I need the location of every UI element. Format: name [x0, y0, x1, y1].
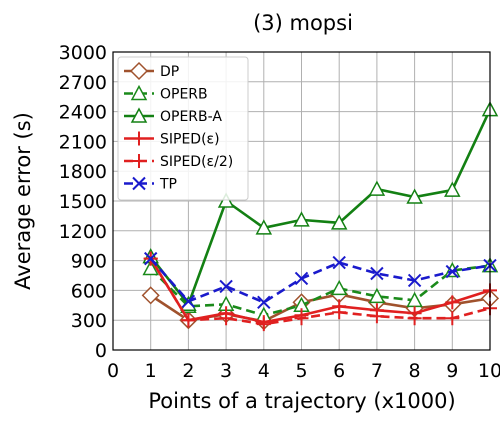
legend-entry: OPERB-A: [124, 109, 222, 125]
x-tick-label: 9: [446, 360, 458, 382]
legend-label: OPERB: [160, 87, 208, 103]
series-0: [143, 286, 498, 329]
data-point: [370, 182, 384, 195]
y-tick-labels: 0 300 600 900 1200 1500 1800 2100 2400 2700 3000: [59, 42, 107, 362]
x-tick-labels: 0 1 2 3 4 5 6 7 8 9 10: [107, 360, 500, 382]
x-tick-label: 7: [371, 360, 383, 382]
y-tick-label: 0: [95, 340, 107, 362]
data-point: [143, 287, 159, 303]
y-tick-label: 2100: [59, 131, 107, 153]
y-tick-label: 3000: [59, 42, 107, 64]
x-tick-label: 6: [333, 360, 345, 382]
data-point: [445, 311, 459, 325]
x-tick-label: 4: [258, 360, 270, 382]
y-tick-label: 600: [71, 280, 107, 302]
legend-label: DP: [160, 64, 179, 80]
legend-label: SIPED(ε): [160, 132, 220, 148]
x-tick-label: 8: [409, 360, 421, 382]
x-tick-label: 1: [145, 360, 157, 382]
data-point: [445, 183, 459, 196]
y-tick-label: 2700: [59, 72, 107, 94]
y-axis-label: Average error (s): [11, 112, 35, 290]
data-point: [181, 313, 195, 327]
x-tick-label: 10: [478, 360, 500, 382]
x-axis-label: Points of a trajectory (x1000): [148, 389, 455, 413]
y-tick-label: 900: [71, 251, 107, 273]
legend-label: SIPED(ε/2): [160, 154, 233, 170]
x-tick-label: 3: [220, 360, 232, 382]
y-tick-label: 300: [71, 310, 107, 332]
y-tick-label: 2400: [59, 102, 107, 124]
legend-label: TP: [159, 177, 177, 193]
data-point: [332, 281, 346, 294]
x-tick-label: 0: [107, 360, 119, 382]
legend-label: OPERB-A: [160, 109, 222, 125]
y-tick-label: 1200: [59, 221, 107, 243]
chart-title: (3) mopsi: [253, 11, 353, 35]
legend-entry: SIPED(ε): [124, 132, 220, 148]
x-tick-label: 5: [295, 360, 307, 382]
y-tick-label: 1500: [59, 191, 107, 213]
x-tick-label: 2: [182, 360, 194, 382]
legend: DP OPERB OPERB-A SIPED(ε) SIPED(ε/2) TP: [118, 57, 248, 200]
y-tick-label: 1800: [59, 161, 107, 183]
